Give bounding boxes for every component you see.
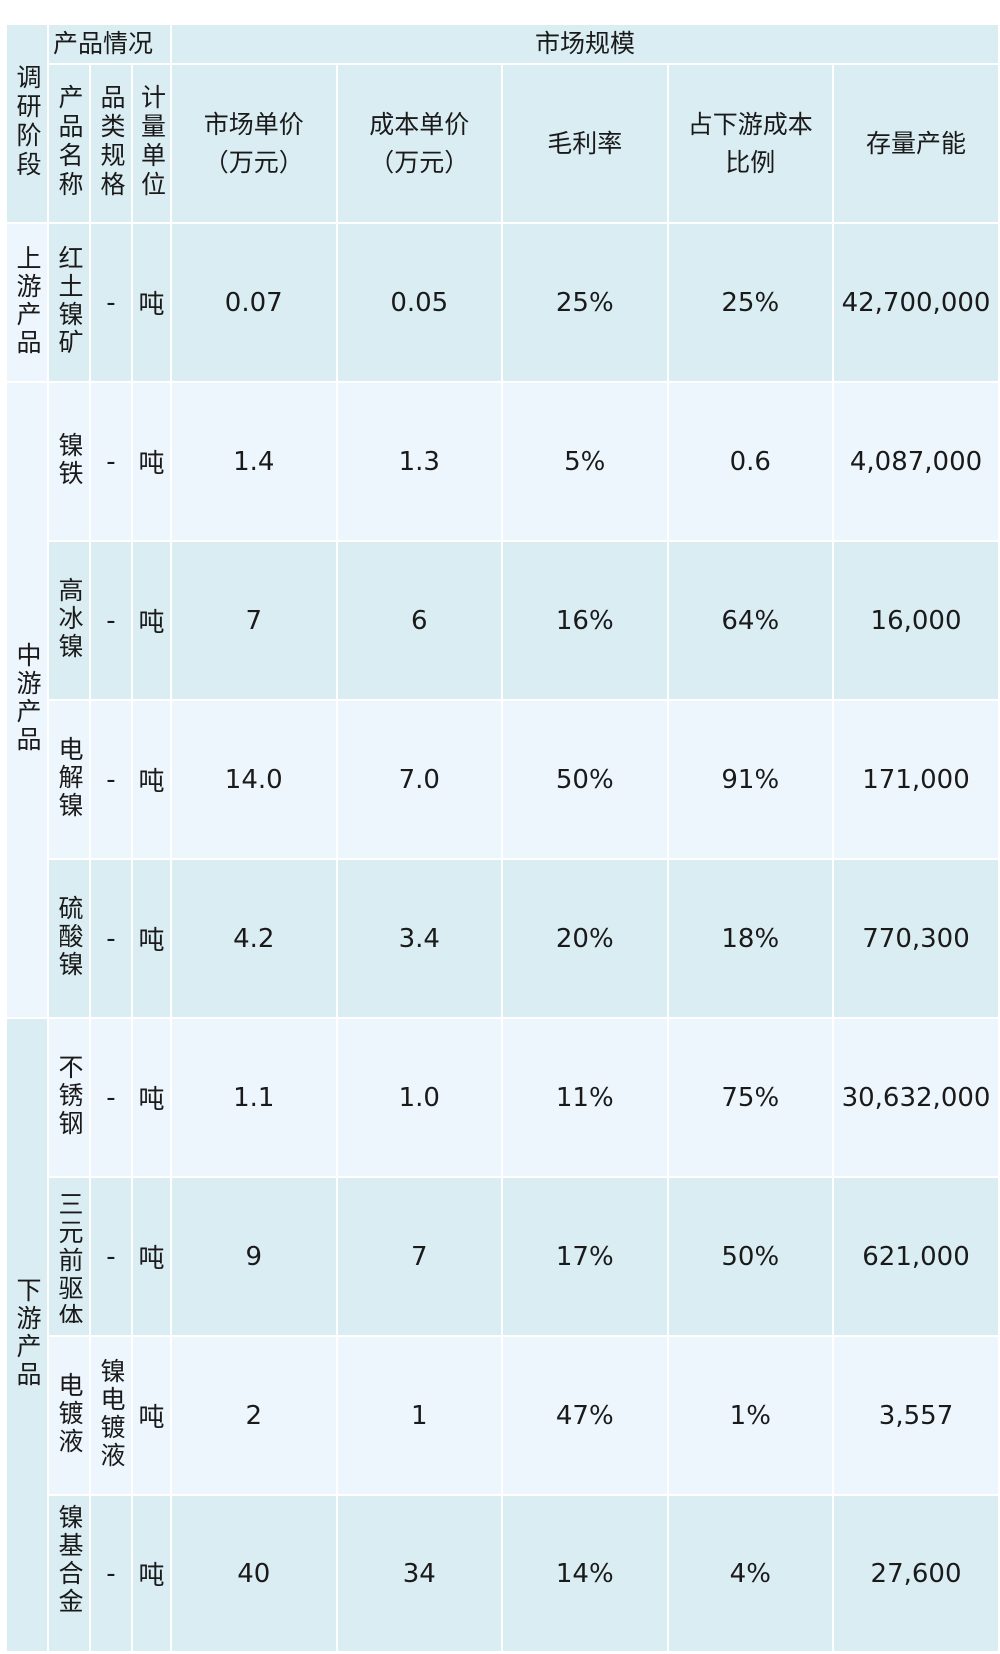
cell-unit: 吨 bbox=[131, 381, 172, 542]
cell-capacity: 30,632,000 bbox=[832, 1017, 1000, 1178]
header-market-scale: 市场规模 bbox=[169, 23, 1000, 65]
cell-market-price: 0.07 bbox=[169, 222, 338, 383]
cell-cost-price: 34 bbox=[335, 1494, 504, 1653]
nickel-industry-chain-table: 调研阶段 产品情况 市场规模 产品名称 品类规格 计量单位 市场单价 （万元） 成… bbox=[5, 3, 1000, 1653]
cell-name: 电镀液 bbox=[47, 1335, 91, 1496]
cell-spec: - bbox=[89, 222, 133, 383]
top-blank-row bbox=[5, 3, 1000, 25]
header-spec: 品类规格 bbox=[89, 63, 133, 224]
header-downstream-ratio: 占下游成本 比例 bbox=[666, 63, 835, 224]
cell-capacity: 42,700,000 bbox=[832, 222, 1000, 383]
cell-downstream-ratio: 25% bbox=[666, 222, 835, 383]
cell-name: 镍基合金 bbox=[47, 1494, 91, 1653]
cell-name: 高冰镍 bbox=[47, 540, 91, 701]
cell-name: 红土镍矿 bbox=[47, 222, 91, 383]
stage-midstream: 中游产品 bbox=[5, 381, 49, 1019]
header-market-price: 市场单价 （万元） bbox=[169, 63, 338, 224]
header-cost-price: 成本单价 （万元） bbox=[335, 63, 504, 224]
group-header-row: 调研阶段 产品情况 市场规模 bbox=[5, 23, 1000, 224]
cell-cost-price: 1.3 bbox=[335, 381, 504, 542]
cell-name: 硫酸镍 bbox=[47, 858, 91, 1019]
table-row: 上游产品 红土镍矿 - 吨 0.07 0.05 25% 25% 42,700,0… bbox=[5, 222, 1000, 383]
cell-downstream-ratio: 75% bbox=[666, 1017, 835, 1178]
table-row: 高冰镍 - 吨 7 6 16% 64% 16,000 bbox=[6, 540, 1000, 701]
stage-upstream: 上游产品 bbox=[5, 222, 49, 383]
cell-name: 不锈钢 bbox=[47, 1017, 91, 1178]
table-row: 三元前驱体 - 吨 9 7 17% 50% 621,000 bbox=[6, 1176, 1000, 1337]
table-row: 电解镍 - 吨 14.0 7.0 50% 91% 171,000 bbox=[6, 699, 1000, 860]
cell-name: 电解镍 bbox=[47, 699, 91, 860]
cell-unit: 吨 bbox=[131, 1335, 172, 1496]
cell-market-price: 1.1 bbox=[169, 1017, 338, 1178]
cell-cost-price: 7.0 bbox=[335, 699, 504, 860]
cell-capacity: 27,600 bbox=[832, 1494, 1000, 1653]
cell-market-price: 14.0 bbox=[169, 699, 338, 860]
cell-gross-margin: 16% bbox=[501, 540, 669, 701]
table-row: 硫酸镍 - 吨 4.2 3.4 20% 18% 770,300 bbox=[6, 858, 1000, 1019]
table-row: 镍基合金 - 吨 40 34 14% 4% 27,600 bbox=[6, 1494, 1000, 1653]
table-row: 电镀液 镍电镀液 吨 2 1 47% 1% 3,557 bbox=[6, 1335, 1000, 1496]
cell-gross-margin: 5% bbox=[501, 381, 669, 542]
cell-gross-margin: 20% bbox=[501, 858, 669, 1019]
header-unit: 计量单位 bbox=[131, 63, 172, 224]
header-stage: 调研阶段 bbox=[5, 23, 49, 224]
cell-spec: 镍电镀液 bbox=[89, 1335, 133, 1496]
cell-capacity: 770,300 bbox=[832, 858, 1000, 1019]
cell-cost-price: 1 bbox=[335, 1335, 504, 1496]
cell-gross-margin: 47% bbox=[501, 1335, 669, 1496]
cell-market-price: 4.2 bbox=[169, 858, 338, 1019]
cell-unit: 吨 bbox=[131, 1494, 172, 1653]
cell-cost-price: 1.0 bbox=[335, 1017, 504, 1178]
stage-downstream: 下游产品 bbox=[5, 1017, 49, 1653]
cell-downstream-ratio: 0.6 bbox=[666, 381, 835, 542]
cell-spec: - bbox=[89, 858, 133, 1019]
table-row: 中游产品 镍铁 - 吨 1.4 1.3 5% 0.6 4,087,000 bbox=[5, 381, 1000, 1019]
cell-capacity: 3,557 bbox=[832, 1335, 1000, 1496]
cell-downstream-ratio: 50% bbox=[666, 1176, 835, 1337]
cell-market-price: 2 bbox=[169, 1335, 338, 1496]
cell-capacity: 171,000 bbox=[832, 699, 1000, 860]
cell-spec: - bbox=[89, 1017, 133, 1178]
cell-market-price: 40 bbox=[169, 1494, 338, 1653]
cell-downstream-ratio: 64% bbox=[666, 540, 835, 701]
cell-unit: 吨 bbox=[131, 1017, 172, 1178]
cell-market-price: 9 bbox=[169, 1176, 338, 1337]
cell-unit: 吨 bbox=[131, 222, 172, 383]
cell-name: 三元前驱体 bbox=[47, 1176, 91, 1337]
cell-cost-price: 6 bbox=[335, 540, 504, 701]
cell-name: 镍铁 bbox=[47, 381, 91, 542]
cell-downstream-ratio: 91% bbox=[666, 699, 835, 860]
cell-gross-margin: 11% bbox=[501, 1017, 669, 1178]
header-name: 产品名称 bbox=[47, 63, 91, 224]
cell-cost-price: 7 bbox=[335, 1176, 504, 1337]
cell-cost-price: 3.4 bbox=[335, 858, 504, 1019]
header-product-info: 产品情况 bbox=[47, 23, 172, 65]
cell-capacity: 16,000 bbox=[832, 540, 1000, 701]
cell-downstream-ratio: 18% bbox=[666, 858, 835, 1019]
cell-spec: - bbox=[89, 1176, 133, 1337]
cell-spec: - bbox=[89, 1494, 133, 1653]
cell-downstream-ratio: 4% bbox=[666, 1494, 835, 1653]
cell-spec: - bbox=[89, 699, 133, 860]
cell-unit: 吨 bbox=[131, 858, 172, 1019]
header-gross-margin: 毛利率 bbox=[501, 63, 669, 224]
table-row: 下游产品 不锈钢 - 吨 1.1 1.0 11% 75% 30,632,000 bbox=[5, 1017, 1000, 1653]
cell-gross-margin: 25% bbox=[501, 222, 669, 383]
cell-gross-margin: 14% bbox=[501, 1494, 669, 1653]
cell-cost-price: 0.05 bbox=[335, 222, 504, 383]
cell-gross-margin: 50% bbox=[501, 699, 669, 860]
column-header-row: 产品名称 品类规格 计量单位 市场单价 （万元） 成本单价 （万元） 毛利率 占下游… bbox=[6, 63, 1000, 224]
cell-gross-margin: 17% bbox=[501, 1176, 669, 1337]
cell-market-price: 7 bbox=[169, 540, 338, 701]
cell-spec: - bbox=[89, 540, 133, 701]
cell-capacity: 4,087,000 bbox=[832, 381, 1000, 542]
header-capacity: 存量产能 bbox=[832, 63, 1000, 224]
cell-downstream-ratio: 1% bbox=[666, 1335, 835, 1496]
cell-spec: - bbox=[89, 381, 133, 542]
cell-unit: 吨 bbox=[131, 699, 172, 860]
cell-market-price: 1.4 bbox=[169, 381, 338, 542]
cell-unit: 吨 bbox=[131, 540, 172, 701]
cell-unit: 吨 bbox=[131, 1176, 172, 1337]
cell-capacity: 621,000 bbox=[832, 1176, 1000, 1337]
